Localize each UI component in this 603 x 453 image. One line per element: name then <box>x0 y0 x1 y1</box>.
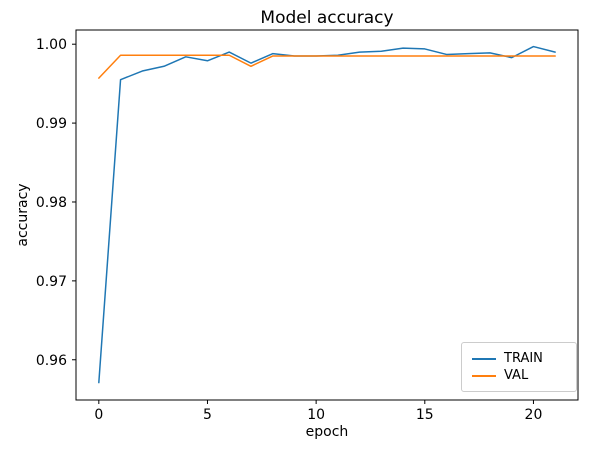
legend-label-val: VAL <box>504 368 529 383</box>
legend-item-val: VAL <box>472 367 564 384</box>
legend-label-train: TRAIN <box>504 351 543 366</box>
svg-text:0.96: 0.96 <box>36 353 67 369</box>
x-axis-label: epoch <box>305 424 349 440</box>
svg-text:20: 20 <box>525 407 543 423</box>
legend-item-train: TRAIN <box>472 350 564 367</box>
svg-text:0.98: 0.98 <box>36 195 67 211</box>
val-line-swatch <box>472 374 496 377</box>
legend: TRAIN VAL <box>461 342 577 392</box>
train-line-swatch <box>472 357 496 360</box>
svg-text:0.97: 0.97 <box>36 274 67 290</box>
svg-text:0.99: 0.99 <box>36 116 67 132</box>
svg-text:1.00: 1.00 <box>36 37 67 53</box>
svg-text:5: 5 <box>203 407 212 423</box>
svg-text:0: 0 <box>94 407 103 423</box>
svg-text:10: 10 <box>307 407 325 423</box>
y-axis-label: accuracy <box>15 183 31 247</box>
chart-title: Model accuracy <box>260 8 394 28</box>
svg-text:15: 15 <box>416 407 434 423</box>
